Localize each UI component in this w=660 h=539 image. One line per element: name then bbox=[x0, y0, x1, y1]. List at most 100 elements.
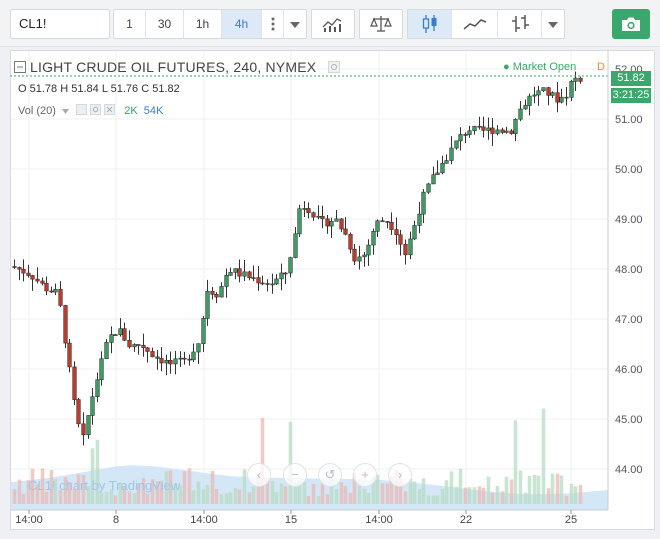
close-icon[interactable] bbox=[104, 104, 116, 115]
candle-body bbox=[541, 87, 546, 92]
collapse-icon[interactable] bbox=[14, 61, 26, 73]
volume-bar bbox=[237, 489, 242, 504]
camera-icon bbox=[622, 17, 640, 31]
volume-bar bbox=[159, 482, 164, 504]
price-tick-label: 45.00 bbox=[615, 414, 643, 426]
volume-bar bbox=[242, 469, 247, 504]
volume-bar bbox=[40, 468, 45, 504]
candle-body bbox=[26, 272, 31, 276]
interval-more-button[interactable] bbox=[262, 10, 284, 38]
candle-body bbox=[168, 359, 173, 365]
volume-bar bbox=[150, 479, 155, 504]
candle-body bbox=[435, 172, 440, 176]
zoom-out-button[interactable]: − bbox=[283, 463, 307, 487]
scroll-left-button[interactable]: ‹ bbox=[247, 463, 271, 487]
price-tick-label: 44.00 bbox=[615, 464, 643, 476]
candle-body bbox=[334, 218, 339, 222]
candle-body bbox=[21, 268, 26, 274]
volume-bar bbox=[35, 484, 40, 504]
chart-style-group bbox=[407, 9, 565, 39]
chevron-down-icon[interactable] bbox=[61, 109, 69, 114]
interval-1h-button[interactable]: 1h bbox=[184, 10, 222, 38]
chart-style-dropdown-button[interactable] bbox=[542, 10, 564, 38]
indicators-button[interactable] bbox=[311, 9, 355, 39]
volume-bar bbox=[132, 492, 137, 504]
volume-bar bbox=[435, 495, 440, 504]
candle-body bbox=[527, 95, 532, 106]
volume-bar bbox=[297, 481, 302, 504]
volume-bar bbox=[86, 485, 91, 504]
candle-body bbox=[352, 248, 357, 262]
candle-body bbox=[454, 140, 459, 149]
candle-body bbox=[210, 290, 215, 295]
candle-body bbox=[279, 272, 284, 280]
ohlc-readout: O 51.78 H 51.84 L 51.76 C 51.82 bbox=[18, 83, 180, 95]
volume-bar bbox=[109, 489, 114, 504]
interval-group: 1 30 1h 4h bbox=[113, 9, 307, 39]
candle-body bbox=[408, 238, 413, 256]
time-axis[interactable]: 14:00 8 14:00 15 14:00 22 25 bbox=[15, 510, 577, 526]
candle-body bbox=[95, 379, 100, 398]
interval-30-button[interactable]: 30 bbox=[146, 10, 184, 38]
volume-bar bbox=[523, 492, 528, 504]
interval-dropdown-button[interactable] bbox=[284, 10, 306, 38]
volume-bar bbox=[247, 492, 252, 504]
symbol-input[interactable]: CL1! bbox=[10, 9, 110, 39]
series-title: LIGHT CRUDE OIL FUTURES, 240, NYMEX bbox=[30, 59, 317, 75]
reset-button[interactable]: ↺ bbox=[318, 463, 342, 487]
volume-bar bbox=[187, 468, 192, 504]
volume-bar bbox=[325, 494, 330, 504]
candle-body bbox=[270, 283, 275, 286]
volume-bar bbox=[168, 470, 173, 504]
candle-body bbox=[532, 94, 537, 97]
bar-style-button[interactable] bbox=[498, 10, 542, 38]
volume-bar bbox=[26, 480, 31, 504]
volume-bar bbox=[417, 489, 422, 504]
volume-bar bbox=[104, 491, 109, 504]
chart-frame[interactable] bbox=[10, 50, 655, 530]
candle-body bbox=[81, 423, 86, 436]
candle-body bbox=[513, 118, 518, 134]
volume-bar bbox=[555, 473, 560, 504]
candle-body bbox=[495, 129, 500, 134]
candle-body bbox=[394, 229, 399, 236]
scroll-right-button[interactable]: › bbox=[388, 463, 412, 487]
candles-style-button[interactable] bbox=[408, 10, 452, 38]
candle-body bbox=[518, 108, 523, 120]
volume-bar bbox=[311, 483, 316, 504]
volume-bar bbox=[481, 487, 486, 504]
zoom-in-button[interactable]: + bbox=[353, 463, 377, 487]
settings-icon[interactable] bbox=[90, 104, 102, 115]
volume-bar bbox=[145, 493, 150, 504]
interval-4h-button[interactable]: 4h bbox=[222, 10, 262, 38]
snapshot-button[interactable] bbox=[612, 9, 650, 39]
candle-body bbox=[228, 272, 233, 276]
candle-body bbox=[214, 294, 219, 298]
low-value: 51.76 bbox=[110, 83, 139, 95]
volume-bar bbox=[495, 485, 500, 504]
volume-bar bbox=[343, 486, 348, 504]
candle-body bbox=[63, 305, 68, 344]
settings-icon[interactable] bbox=[328, 61, 341, 73]
price-tick-label: 48.00 bbox=[615, 264, 643, 276]
volume-bar bbox=[293, 483, 298, 504]
candle-body bbox=[573, 77, 578, 82]
price-axis[interactable]: 52.0051.0050.0049.0048.0047.0046.0045.00… bbox=[615, 64, 643, 476]
interval-1-button[interactable]: 1 bbox=[114, 10, 146, 38]
candle-body bbox=[546, 87, 551, 96]
candle-body bbox=[219, 286, 224, 298]
candle-body bbox=[72, 366, 77, 400]
volume-bar bbox=[164, 471, 169, 504]
volume-bar bbox=[99, 492, 104, 504]
toolbar: CL1! 1 30 1h 4h bbox=[0, 0, 660, 47]
open-value: 51.78 bbox=[29, 83, 58, 95]
visibility-icon[interactable] bbox=[76, 104, 88, 115]
volume-bar bbox=[431, 495, 436, 504]
volume-bar bbox=[467, 487, 472, 504]
candle-body bbox=[444, 160, 449, 164]
compare-button[interactable] bbox=[359, 9, 403, 39]
volume-bar bbox=[63, 476, 68, 504]
candle-body bbox=[458, 134, 463, 142]
line-style-button[interactable] bbox=[452, 10, 498, 38]
